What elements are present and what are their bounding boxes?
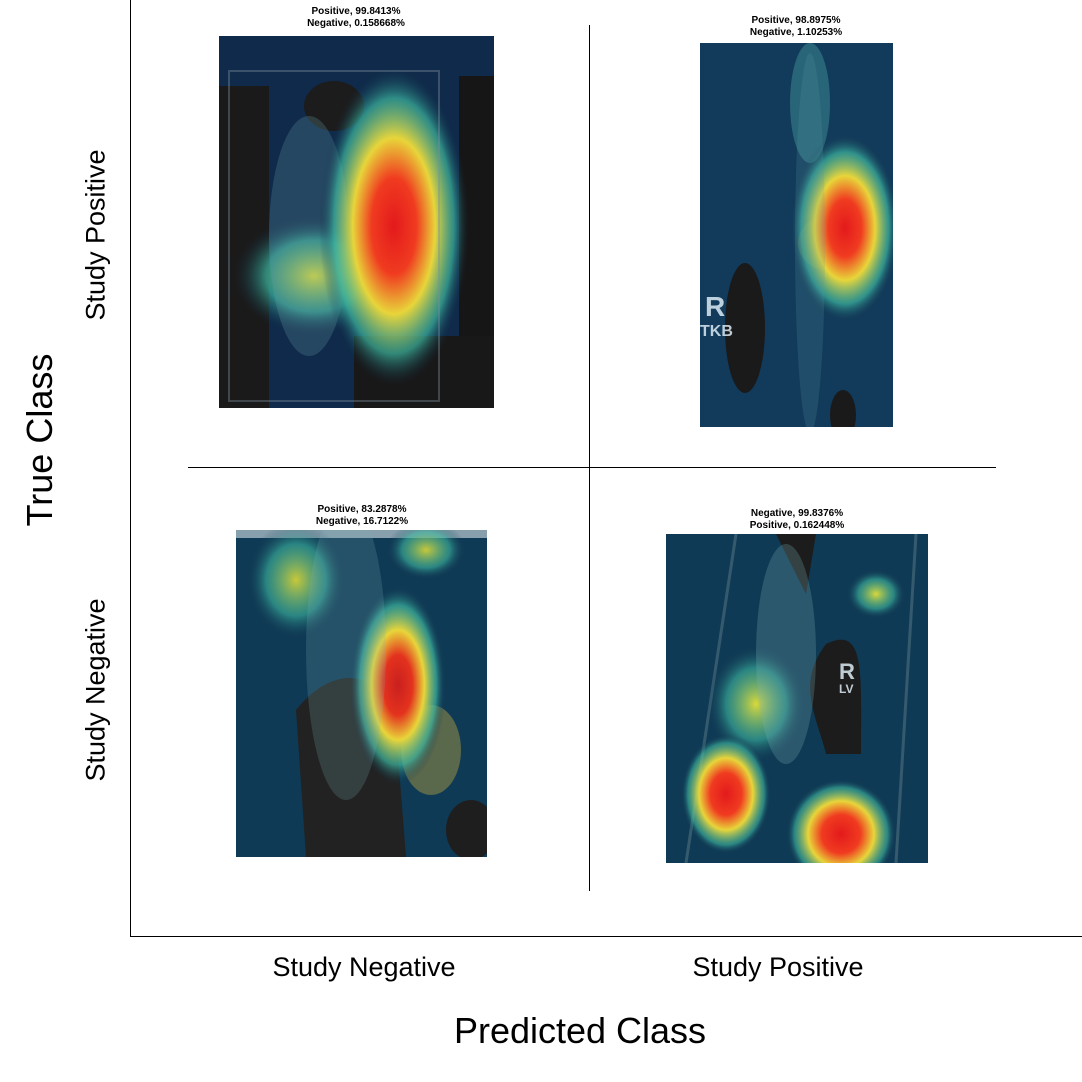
caption-bottom-left: Positive, 83.2878% Negative, 16.7122% [316,504,408,528]
image-marker-initials: TKB [700,323,733,340]
caption-line-1: Positive, 98.8975% [751,15,841,26]
caption-line-1: Positive, 83.2878% [317,504,407,515]
image-marker-r: R [839,659,855,684]
column-label-study-negative: Study Negative [272,952,456,982]
heatmap-image-bottom-right: R LV [666,534,928,863]
caption-bottom-right: Negative, 99.8376% Positive, 0.162448% [750,508,845,532]
image-marker-initials: LV [839,682,854,696]
caption-line-1: Negative, 99.8376% [750,508,844,519]
caption-line-1: Positive, 99.8413% [311,6,401,17]
heatmap-image-top-left [219,36,494,408]
row-label-study-positive: Study Positive [80,149,111,321]
heatmap-image-bottom-left [236,530,487,857]
caption-line-2: Positive, 0.162448% [749,520,845,531]
heatmap-image-top-right: R TKB [700,43,893,427]
vertical-divider [589,25,590,891]
row-label-study-negative: Study Negative [80,598,111,782]
caption-line-2: Negative, 16.7122% [315,516,409,527]
caption-top-right: Positive, 98.8975% Negative, 1.10253% [750,15,842,39]
image-marker-r: R [705,291,726,322]
horizontal-divider [188,467,996,468]
y-axis-title: True Class [19,353,60,527]
x-axis-line [130,936,1082,937]
caption-line-2: Negative, 0.158668% [307,18,405,29]
x-axis-title: Predicted Class [453,1010,707,1051]
caption-line-2: Negative, 1.10253% [749,27,843,38]
column-label-study-positive: Study Positive [692,952,864,982]
caption-top-left: Positive, 99.8413% Negative, 0.158668% [307,6,405,30]
y-axis-line [130,0,131,937]
